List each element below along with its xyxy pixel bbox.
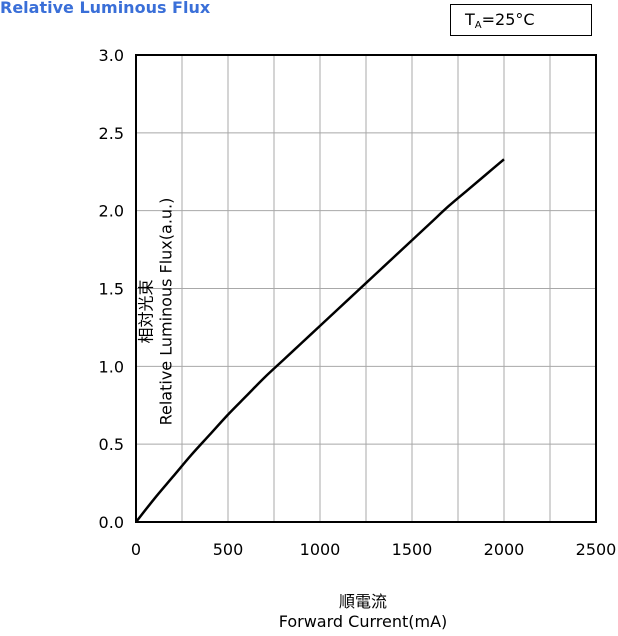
grid-lines	[136, 55, 596, 522]
x-axis-label: Forward Current(mA)	[278, 612, 448, 631]
x-tick-label: 500	[213, 540, 244, 559]
x-tick-label: 0	[131, 540, 141, 559]
y-tick-label: 0.0	[99, 513, 124, 532]
y-axis-label-en: Relative Luminous Flux(a.u.)	[156, 197, 176, 426]
x-tick-label: 2500	[576, 540, 617, 559]
tick-labels: 0 500 1000 1500 2000 2500 0.0 0.5 1.0 1.5 2.0 2.5 3.…	[99, 46, 617, 559]
y-tick-label: 2.0	[99, 202, 124, 221]
y-axis-label-cn: 相対光束	[136, 279, 156, 344]
y-tick-label: 2.5	[99, 124, 124, 143]
x-tick-label: 1500	[392, 540, 433, 559]
x-tick-label: 1000	[300, 540, 341, 559]
chart-title: Relative Luminous Flux	[0, 0, 211, 17]
condition-subscript: A	[474, 20, 482, 31]
condition-label-box: TA=25°C	[450, 4, 592, 36]
x-axis-label-cn: 順電流	[338, 592, 387, 611]
condition-value: =25°C	[481, 10, 535, 29]
plot-frame	[135, 54, 597, 523]
x-tick-label: 2000	[484, 540, 525, 559]
y-tick-label: 1.0	[99, 357, 124, 376]
y-tick-label: 1.5	[99, 280, 124, 299]
series-line	[135, 158, 505, 523]
y-tick-label: 0.5	[99, 435, 124, 454]
y-axis-label-inner: 相対光束 Relative Luminous Flux(a.u.)	[132, 198, 175, 426]
condition-prefix: T	[465, 10, 475, 29]
y-tick-label: 3.0	[99, 46, 124, 65]
